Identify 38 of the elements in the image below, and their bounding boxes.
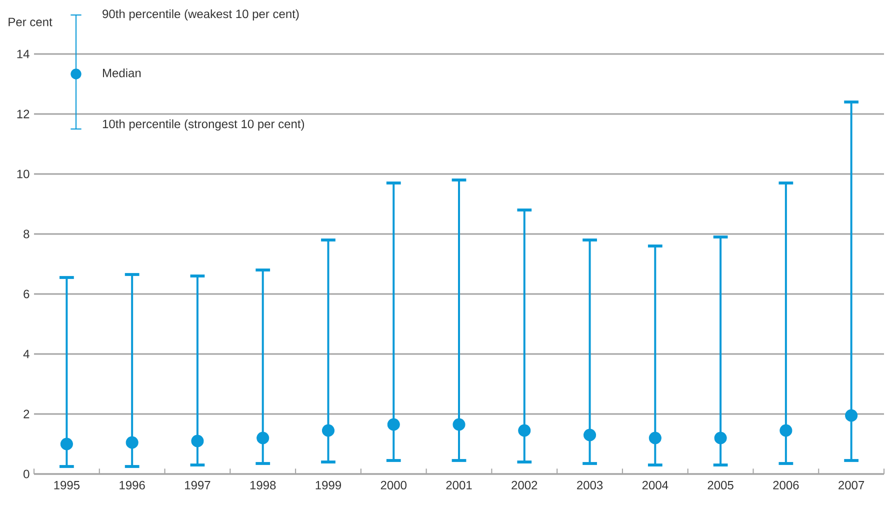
- annotation: Median: [103, 68, 141, 78]
- y-tick-label: 12: [17, 110, 30, 118]
- x-tick-label: 1999: [316, 480, 342, 490]
- x-tick-label: 1995: [54, 480, 80, 490]
- point: [452, 418, 466, 431]
- point: [60, 438, 73, 450]
- x-tick-label: 1996: [120, 480, 145, 490]
- point: [387, 418, 400, 431]
- point: [648, 432, 662, 444]
- annotation: 10th percentile (strongest 10 per cent): [102, 119, 304, 131]
- x-tick-label: 2004: [642, 480, 668, 490]
- x-tick-label: 2001: [446, 480, 472, 490]
- y-tick-label: 6: [24, 290, 30, 298]
- y-tick-label: 10: [17, 170, 30, 178]
- point: [256, 432, 270, 444]
- point: [584, 428, 596, 442]
- y-axis-title: Per cent: [8, 18, 52, 26]
- point: [191, 434, 204, 448]
- point: [780, 424, 792, 437]
- x-tick-label: 1998: [250, 480, 276, 490]
- y-tick-label: 8: [24, 230, 30, 238]
- point: [322, 424, 335, 437]
- x-tick-label: 2002: [512, 480, 538, 490]
- y-tick-label: 2: [24, 410, 30, 418]
- point: [845, 409, 858, 422]
- point: [518, 424, 531, 437]
- x-tick-label: 1997: [185, 480, 210, 490]
- point: [714, 432, 727, 444]
- x-tick-label: 2006: [773, 480, 799, 490]
- x-tick-label: 2003: [577, 480, 603, 490]
- x-tick-label: 2007: [838, 480, 864, 490]
- text: 90th percentile (weakest 10 per cent): [102, 9, 299, 21]
- y-tick-label: 4: [23, 350, 30, 358]
- y-tick-label: 0: [24, 470, 30, 478]
- x-tick-label: 2000: [380, 480, 406, 490]
- y-tick-label: 14: [17, 50, 30, 58]
- x-tick-label: 2005: [708, 480, 734, 490]
- point: [126, 436, 138, 449]
